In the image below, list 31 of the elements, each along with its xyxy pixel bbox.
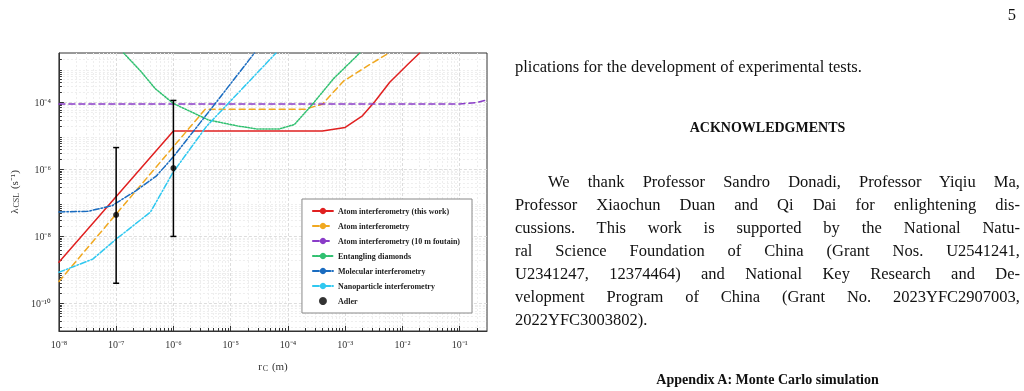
x-tick-label: 10⁻⁷ [107, 338, 125, 350]
text: cussions. This work is supported by the National Natu- [515, 218, 1020, 238]
legend-label: Adler [337, 296, 358, 306]
y-tick-label: 10⁻⁶ [34, 163, 52, 175]
legend-label: Atom interferometry (10 m foutain) [337, 236, 461, 246]
legend-label: Entangling diamonds [337, 251, 412, 261]
legend-label: Atom interferometry (this work) [337, 206, 450, 216]
text: Professor Xiaochun Duan and Qi Dai for enlightening dis- [515, 195, 1020, 215]
x-tick-label: 10⁻¹ [451, 338, 468, 350]
x-tick-label: 10⁻² [394, 338, 411, 350]
x-tick-label: 10⁻⁴ [279, 338, 297, 350]
text: U2341247, 12374464) and National Key Research and De- [515, 264, 1020, 284]
legend-label: Atom interferometry [337, 221, 410, 231]
y-axis-title: λCSL (s⁻¹) [7, 169, 21, 214]
y-tick-label: 10⁻⁴ [34, 96, 52, 108]
text: 2022YFC3003802). [515, 310, 648, 330]
x-tick-label: 10⁻⁵ [222, 338, 239, 350]
x-tick-label: 10⁻⁸ [50, 338, 68, 350]
x-tick-label: 10⁻³ [337, 338, 354, 350]
y-tick-label: 10⁻¹⁰ [30, 297, 51, 309]
text: ral Science Foundation of China (Grant Nos. U2541241, [515, 241, 1020, 261]
text: 5 [1007, 5, 1016, 25]
legend-label: Molecular interferometry [337, 266, 426, 276]
text: velopment Program of China (Grant No. 2023YFC2907003, [515, 287, 1020, 307]
text: plications for the development of experimental tests. [515, 57, 862, 77]
x-tick-label: 10⁻⁶ [165, 338, 183, 350]
text: ACKNOWLEDGMENTS [688, 119, 847, 137]
text: Appendix A: Monte Carlo simulation [655, 371, 880, 389]
y-tick-label: 10⁻⁸ [34, 230, 52, 242]
text: We thank Professor Sandro Donadi, Professor Yiqiu Ma, [548, 172, 1020, 192]
legend-label: Nanoparticle interferometry [337, 281, 435, 291]
